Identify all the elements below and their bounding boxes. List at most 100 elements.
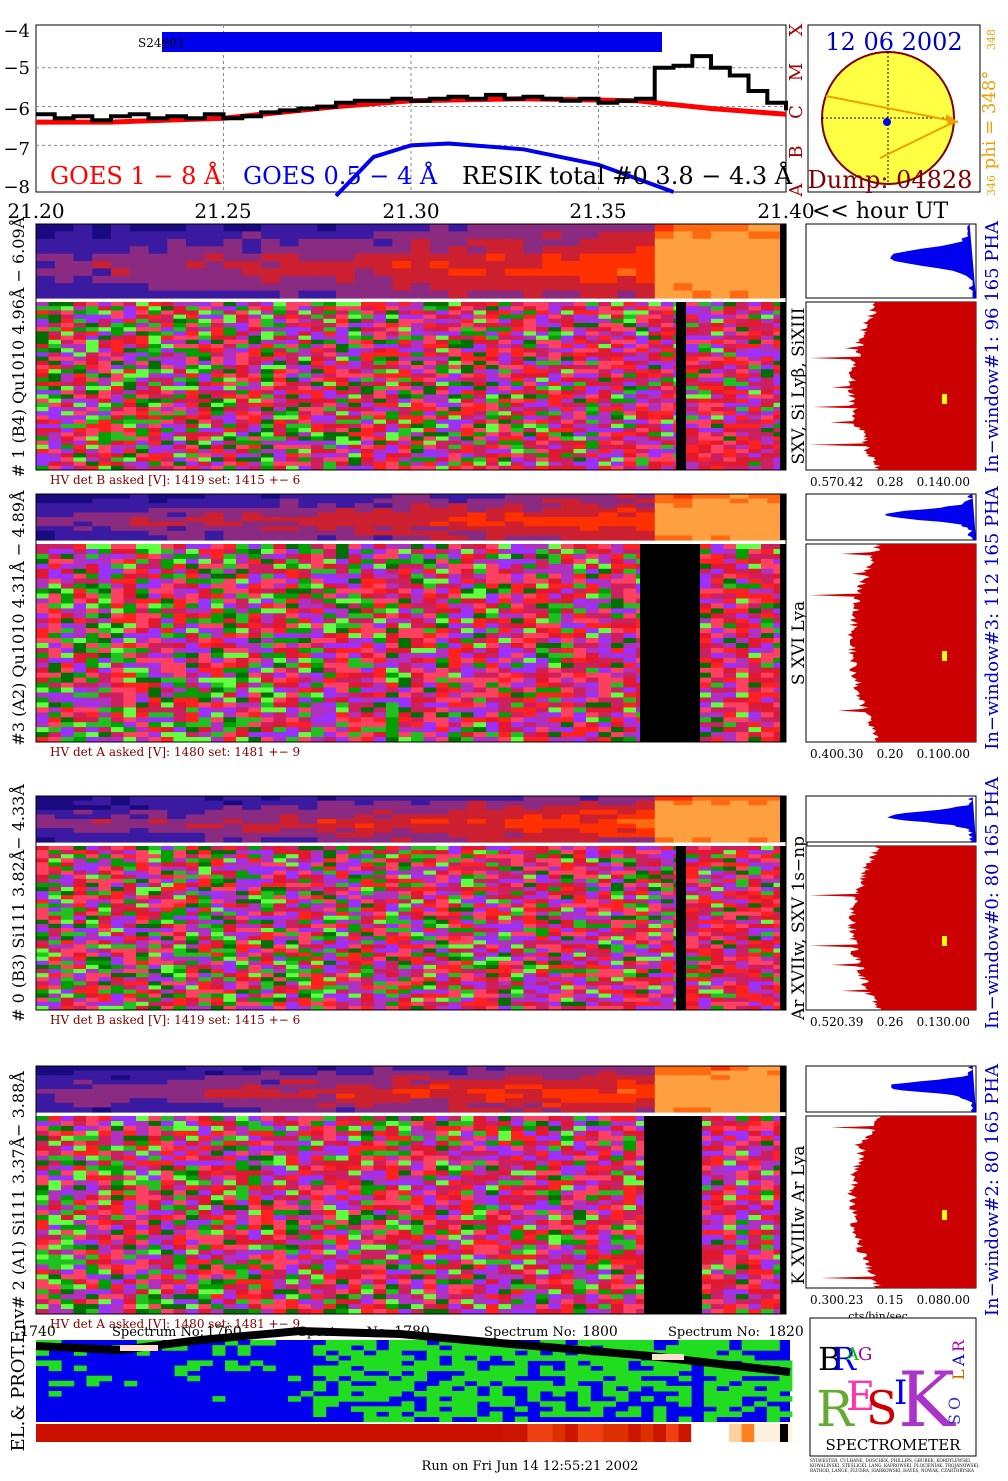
- env-strip-cell: [703, 1424, 717, 1442]
- line-spectrum-fill: [809, 846, 976, 1010]
- phi-scale-low: 346: [985, 175, 998, 196]
- date-label: 12 06 2002: [825, 28, 962, 56]
- phi-scale-high: 348: [985, 29, 998, 50]
- sun-disk-panel: 12 06 2002 Dump: 04828 phi = 348° 346 34…: [807, 24, 1000, 196]
- pha-spectrum: [805, 493, 977, 541]
- spectrum-tick: 0.23: [837, 1293, 864, 1307]
- hv-label: HV det B asked [V]: 1419 set: 1415 +− 6: [50, 1013, 300, 1027]
- spectrum-tick: 0.14: [917, 475, 944, 489]
- thumb-heatmap: [36, 224, 787, 299]
- logo-letter: K: [898, 1355, 956, 1444]
- goes-class-axis: A B C M X: [786, 23, 807, 197]
- window-label: In−window#3: 112 165 PHA: [982, 485, 1003, 750]
- logo-letter: E: [846, 1374, 875, 1420]
- spectrum-tick: 0.42: [837, 475, 864, 489]
- spectrum-tick: 0.40: [810, 747, 837, 761]
- orientation-arrow: [825, 95, 959, 123]
- channel-title: # 2 (A1) Si111 3.37Å− 3.88Å: [8, 1071, 28, 1309]
- env-strip-cell: [300, 1424, 314, 1442]
- spec-axis-label: Spectrum No:: [112, 1325, 204, 1340]
- goes-long-label: GOES 1 − 8 Å: [50, 161, 222, 190]
- channel-title: # 1 (B4) Qu1010 4.96Å − 6.09Å: [8, 216, 28, 477]
- goes-short-series: [334, 141, 675, 198]
- logo-letter: A: [845, 1344, 860, 1365]
- env-strip-cell: [729, 1424, 742, 1442]
- x-tick: 21.20: [7, 199, 64, 223]
- env-strip-cell: [48, 1424, 62, 1442]
- spec-tick: 1740: [20, 1324, 56, 1340]
- env-strip-cell: [237, 1424, 251, 1442]
- hv-label: HV det A asked [V]: 1480 set: 1481 +− 9: [50, 745, 300, 759]
- y-tick: −5: [3, 58, 30, 79]
- env-strip-cell: [426, 1424, 440, 1442]
- env-strip-cell: [716, 1424, 730, 1442]
- env-strip-cell: [262, 1424, 276, 1442]
- pha-spectrum-fill: [891, 1066, 976, 1112]
- y-tick: −8: [3, 177, 30, 198]
- env-strip-cell: [313, 1424, 327, 1442]
- env-strip-cell: [338, 1424, 352, 1442]
- channel-title: # 0 (B3) Si111 3.82Å− 4.33Å: [8, 784, 28, 1022]
- pha-spectrum-fill: [887, 796, 976, 842]
- env-strip-cell: [451, 1424, 465, 1442]
- env-strip-cell: [603, 1424, 616, 1442]
- window-label: In−window#2: 80 165 PHA: [982, 1063, 1003, 1316]
- line-spectrum-fill: [809, 302, 976, 470]
- pha-spectrum: [805, 1065, 977, 1113]
- pha-spectrum: [805, 223, 977, 299]
- phi-label: phi = 348°: [979, 71, 1000, 170]
- env-strip-cell: [136, 1424, 150, 1442]
- goes-short-label: GOES 0.5 − 4 Å: [243, 161, 438, 190]
- goes-lightcurve-panel: −4 −5 −6 −7 −8 A B C M X S24802 GOES 1 −…: [3, 21, 948, 224]
- env-strip-cell: [288, 1424, 301, 1442]
- env-strip-cell: [439, 1424, 453, 1442]
- window-marker: [942, 1210, 947, 1220]
- logo-credits: KOWALINSKI, STEŚLICKI, LANG, KAPROWSKI, …: [810, 1463, 980, 1468]
- resik-total-series: [36, 54, 788, 123]
- hv-label: HV det A asked [V]: 1480 set: 1481 +− 9: [50, 1317, 300, 1331]
- env-strip-cell: [225, 1424, 238, 1442]
- thumb-heatmap: [36, 1066, 787, 1113]
- logo-credits: RATHOD, LANGE, FLUDRA, SIARKOWSKI, HAYES…: [810, 1468, 975, 1473]
- class-label: C: [786, 105, 807, 119]
- spectrum-tick: 0.52: [810, 1015, 837, 1029]
- environment-panel: EL.& PROT.Env: [8, 1308, 793, 1452]
- env-strip-cell: [615, 1424, 629, 1442]
- env-strip-cell: [552, 1424, 566, 1442]
- resik-total-label: RESIK total #0 3.8 − 4.3 Å: [462, 161, 793, 190]
- env-strip-cell: [162, 1424, 175, 1442]
- env-strip-cell: [640, 1424, 654, 1442]
- spectrum-tick: 0.10: [917, 747, 944, 761]
- observation-bar: [162, 32, 662, 52]
- env-color-strip: [36, 1424, 793, 1442]
- pointing-dot: [883, 118, 891, 126]
- goes-x-ticks: 21.20 21.25 21.30 21.35 21.40: [7, 199, 814, 223]
- logo-letter: R: [816, 1380, 855, 1438]
- spec-axis-label: Spectrum No:: [668, 1325, 760, 1340]
- env-strip-cell: [351, 1424, 364, 1442]
- env-strip-cell: [187, 1424, 201, 1442]
- channel-lines: Ar XVIIw, SXV 1s−np: [789, 836, 809, 1021]
- channel-title: #3 (A2) Qu1010 4.31Å − 4.89Å: [8, 490, 28, 746]
- x-tick: 21.40: [757, 199, 814, 223]
- env-strip-cell: [401, 1424, 415, 1442]
- channel-lines: SXV, Si Lyβ, SiXIII: [789, 308, 809, 465]
- env-label: EL.& PROT.Env: [8, 1308, 29, 1452]
- window-label: In−window#1: 96 165 PHA: [982, 220, 1003, 473]
- env-strip-cell: [502, 1424, 516, 1442]
- class-label: M: [786, 63, 807, 81]
- env-strip-cell: [754, 1424, 768, 1442]
- pha-spectrum: [805, 795, 977, 843]
- env-strip-cell: [577, 1424, 591, 1442]
- env-strip-cell: [376, 1424, 390, 1442]
- env-strip-cell: [414, 1424, 427, 1442]
- spectrum-tick: 0.00: [943, 747, 970, 761]
- env-strip-cell: [489, 1424, 503, 1442]
- channel-ch0: # 0 (B3) Si111 3.82Å− 4.33Å Ar XVIIw, SXV…: [8, 776, 1003, 1029]
- env-strip-cell: [565, 1424, 579, 1442]
- dump-label: Dump: 04828: [808, 166, 973, 194]
- logo-letter: O: [945, 1397, 964, 1410]
- env-strip-cell: [199, 1424, 213, 1442]
- spec-tick: 1800: [582, 1324, 618, 1340]
- spectrum-tick: 0.08: [917, 1293, 944, 1307]
